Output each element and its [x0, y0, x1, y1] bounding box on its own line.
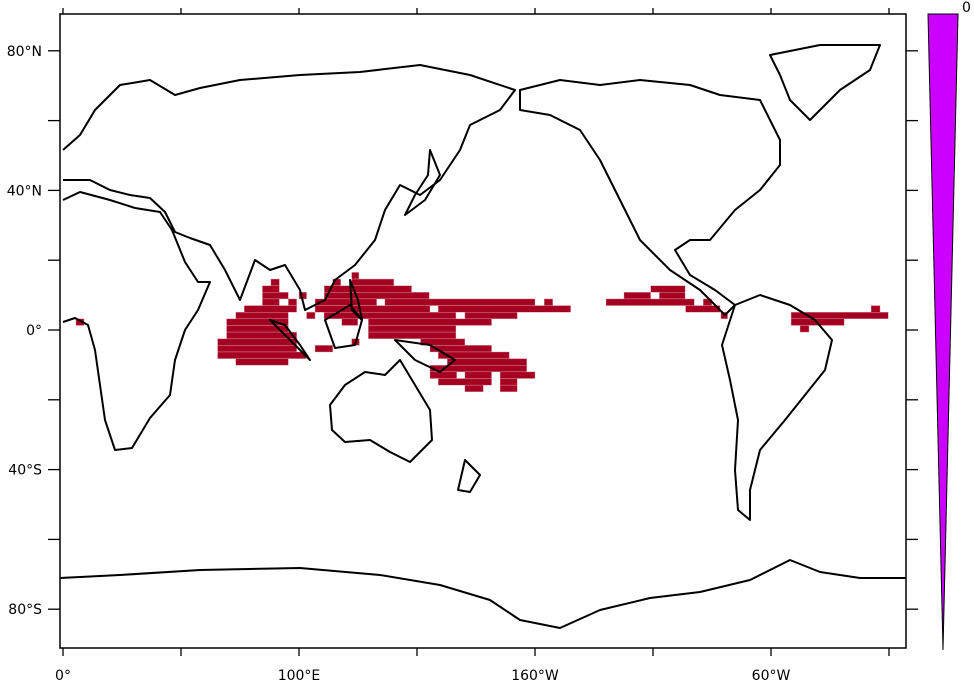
shaded-cell: [235, 312, 289, 320]
shaded-cell: [323, 312, 457, 320]
shaded-cell: [384, 298, 536, 306]
shaded-cell: [262, 285, 280, 293]
coast-australia: [329, 359, 433, 463]
shaded-cell: [351, 278, 395, 286]
shaded-cell: [217, 351, 307, 359]
shaded-cell: [351, 272, 360, 280]
shaded-cells: [75, 272, 889, 392]
shaded-cell: [270, 278, 280, 286]
x-axis-labels: 0° 100°E 160°W 60°W: [55, 668, 790, 684]
shaded-cell: [447, 358, 527, 366]
coast-south-america: [721, 294, 833, 521]
coast-africa: [62, 191, 211, 451]
shaded-cell: [306, 312, 316, 320]
shaded-cell: [217, 345, 297, 353]
coast-north-america: [519, 79, 781, 316]
y-tick-label: 40°N: [7, 183, 42, 199]
shaded-cell: [368, 325, 457, 333]
shaded-cell: [262, 298, 280, 306]
coast-borneo: [324, 304, 363, 349]
shaded-cell: [623, 292, 651, 300]
shaded-cell: [499, 378, 518, 386]
shaded-cell: [368, 318, 492, 326]
y-tick-label: 80°N: [7, 44, 42, 60]
y-axis-labels: 80°N 40°N 0° 40°S 80°S: [7, 44, 42, 618]
shaded-cell: [438, 305, 571, 313]
shaded-cell: [464, 371, 492, 379]
y-tick-label: 80°S: [8, 602, 42, 618]
shaded-cell: [262, 292, 289, 300]
coastlines: [59, 44, 906, 629]
map-border: [59, 13, 907, 649]
y-tick-label: 40°S: [8, 463, 42, 479]
shaded-cell: [235, 358, 289, 366]
shaded-cell: [429, 371, 457, 379]
shaded-cell: [685, 305, 721, 313]
x-tick-label: 100°E: [278, 668, 321, 684]
coast-greenland: [769, 44, 881, 121]
x-tick-label: 60°W: [752, 668, 791, 684]
shaded-cell: [217, 338, 297, 346]
shaded-cell: [650, 285, 686, 293]
shaded-cell: [870, 305, 881, 313]
shaded-cell: [605, 298, 695, 306]
shaded-cell: [438, 378, 492, 386]
y-tick-label: 0°: [26, 323, 42, 339]
shaded-cell: [544, 298, 553, 306]
shaded-cell: [368, 331, 457, 339]
x-tick-label: 0°: [55, 668, 71, 684]
shaded-cell: [324, 292, 430, 300]
coast-eurasia: [62, 64, 516, 311]
shaded-cell: [799, 325, 810, 333]
shaded-cell: [314, 305, 431, 313]
shaded-cell: [464, 312, 518, 320]
coast-sumatra: [269, 319, 311, 361]
shaded-cell: [288, 298, 297, 306]
map-frame: [59, 13, 907, 649]
shaded-cell: [341, 318, 358, 326]
coast-antarctica: [59, 559, 906, 629]
shaded-cell: [244, 305, 297, 313]
coast-philippines: [349, 279, 363, 321]
x-tick-label: 160°W: [511, 668, 559, 684]
shaded-cell: [314, 345, 333, 353]
coast-new-guinea: [394, 339, 456, 373]
shaded-cell: [499, 384, 518, 392]
colorbar-triangle: [927, 13, 959, 651]
colorbar-label: 0: [962, 0, 971, 16]
axis-ticks: [48, 8, 918, 656]
shaded-cell: [659, 292, 686, 300]
shaded-cell: [464, 384, 484, 392]
shaded-cell: [499, 371, 536, 379]
shaded-cell: [324, 285, 412, 293]
coast-japan: [404, 149, 441, 216]
coast-new-zealand: [457, 459, 481, 493]
